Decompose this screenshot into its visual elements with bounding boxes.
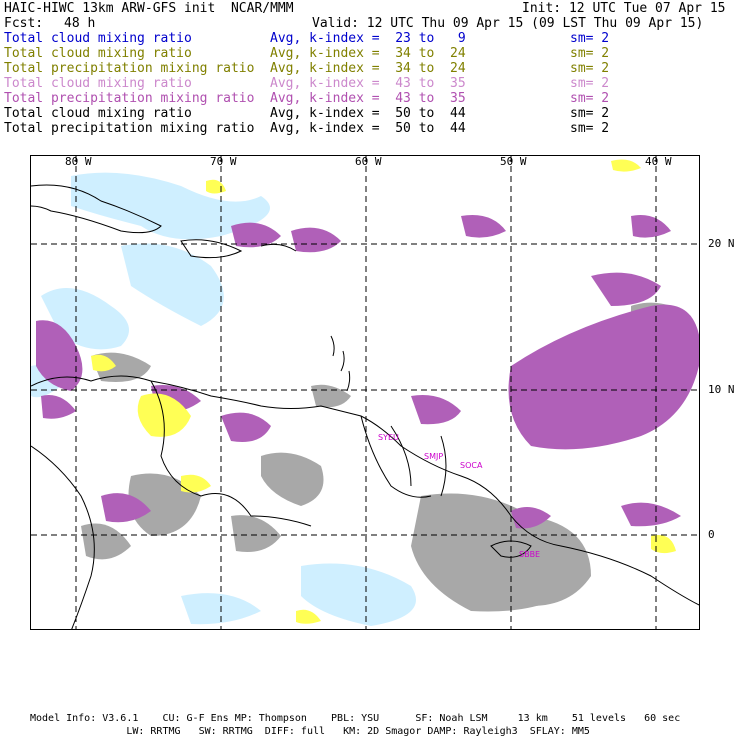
valid-time: Valid: 12 UTC Thu 09 Apr 15 (09 LST Thu … (312, 16, 704, 31)
legend-smoothing: sm= 2 (570, 76, 610, 91)
legend-kindex-range: Avg, k-index = 50 to 44 (270, 121, 466, 136)
init-time: Init: 12 UTC Tue 07 Apr 15 (522, 1, 726, 16)
weather-map (31, 156, 699, 629)
legend-kindex-range: Avg, k-index = 34 to 24 (270, 46, 466, 61)
legend-field-name: Total cloud mixing ratio (4, 46, 192, 61)
legend-kindex-range: Avg, k-index = 43 to 35 (270, 91, 466, 106)
legend-field-name: Total precipitation mixing ratio (4, 121, 255, 136)
station-soca: SOCA (460, 461, 483, 470)
legend-field-name: Total cloud mixing ratio (4, 31, 192, 46)
lat-label-0: 0 (708, 528, 715, 541)
legend-smoothing: sm= 2 (570, 106, 610, 121)
legend-kindex-range: Avg, k-index = 34 to 24 (270, 61, 466, 76)
lat-label-20n: 20 N (708, 237, 735, 250)
header-title: HAIC-HIWC 13km ARW-GFS init NCAR/MMM (4, 1, 294, 16)
legend-smoothing: sm= 2 (570, 31, 610, 46)
legend-kindex-range: Avg, k-index = 43 to 35 (270, 76, 466, 91)
lon-label-50w: 50 W (500, 155, 527, 168)
forecast-label: Fcst: (4, 16, 44, 31)
lat-label-10n: 10 N (708, 383, 735, 396)
high-cloud-layer (31, 172, 416, 626)
graticule (31, 156, 699, 629)
legend-kindex-range: Avg, k-index = 23 to 9 (270, 31, 466, 46)
station-sbbe: SBBE (519, 550, 541, 559)
legend-smoothing: sm= 2 (570, 61, 610, 76)
lon-label-70w: 70 W (210, 155, 237, 168)
legend-kindex-range: Avg, k-index = 50 to 44 (270, 106, 466, 121)
forecast-hours: 48 h (64, 16, 96, 31)
purple-precip-layer (36, 215, 699, 529)
coastlines (31, 184, 699, 629)
lon-label-40w: 40 W (645, 155, 672, 168)
legend-field-name: Total cloud mixing ratio (4, 76, 192, 91)
yellow-layer (91, 159, 676, 624)
legend-smoothing: sm= 2 (570, 91, 610, 106)
legend-smoothing: sm= 2 (570, 121, 610, 136)
lon-label-80w: 80 W (65, 155, 92, 168)
map-panel: 80 W 70 W 60 W 50 W 40 W (30, 155, 700, 630)
legend-field-name: Total precipitation mixing ratio (4, 61, 255, 76)
station-syeu: SYEU (378, 433, 399, 442)
legend-field-name: Total precipitation mixing ratio (4, 91, 255, 106)
legend-field-name: Total cloud mixing ratio (4, 106, 192, 121)
model-info-line2: LW: RRTMG SW: RRTMG DIFF: full KM: 2D Sm… (30, 726, 590, 737)
model-info-line1: Model Info: V3.6.1 CU: G-F Ens MP: Thomp… (30, 713, 681, 724)
lon-label-60w: 60 W (355, 155, 382, 168)
legend-smoothing: sm= 2 (570, 46, 610, 61)
station-smjp: SMJP (424, 452, 444, 461)
